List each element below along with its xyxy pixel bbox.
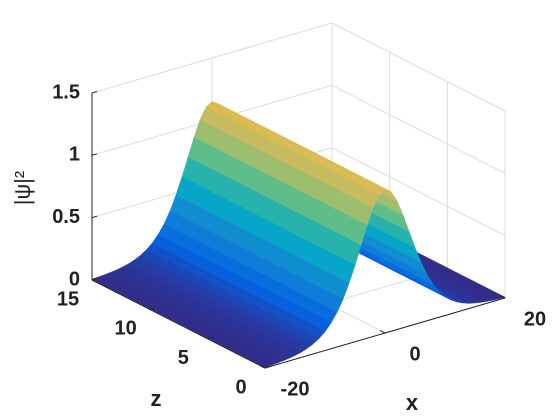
- x-tick-label: -20: [281, 378, 310, 400]
- h-tick-label: 0.5: [52, 206, 80, 228]
- surface-patch: [206, 335, 272, 368]
- x-tick: [379, 330, 386, 334]
- h-tick: [91, 91, 98, 94]
- x-tick-label: 20: [524, 308, 546, 330]
- z-tick: [207, 336, 213, 340]
- z-axis: [91, 279, 266, 369]
- z-tick: [264, 366, 271, 369]
- h-tick-label: 1: [69, 144, 80, 166]
- h-tick-label: 0: [69, 268, 80, 290]
- z-tick-label: 0: [235, 376, 246, 398]
- z-axis-label: z: [151, 386, 162, 411]
- z-tick-label: 15: [57, 288, 79, 310]
- h-tick: [91, 153, 98, 156]
- x-axis-label: x: [406, 390, 419, 415]
- h-tick-label: 1.5: [52, 81, 80, 103]
- z-tick-label: 5: [178, 347, 189, 369]
- z-tick-label: 10: [115, 318, 137, 340]
- surface: [91, 101, 506, 368]
- x-tick: [499, 295, 506, 299]
- x-tick: [259, 365, 266, 369]
- axes: 0 0.5 1 1.5 0 5 10 15 -20 0 20 z x |ψ|²: [10, 81, 546, 415]
- h-axis-label: |ψ|²: [10, 171, 35, 205]
- grid-line: [331, 147, 506, 237]
- z-tick: [91, 278, 98, 281]
- z-tick: [149, 307, 155, 310]
- x-tick-label: 0: [409, 343, 420, 365]
- h-tick: [91, 215, 98, 219]
- grid-line: [331, 22, 506, 112]
- grid-line: [331, 84, 506, 174]
